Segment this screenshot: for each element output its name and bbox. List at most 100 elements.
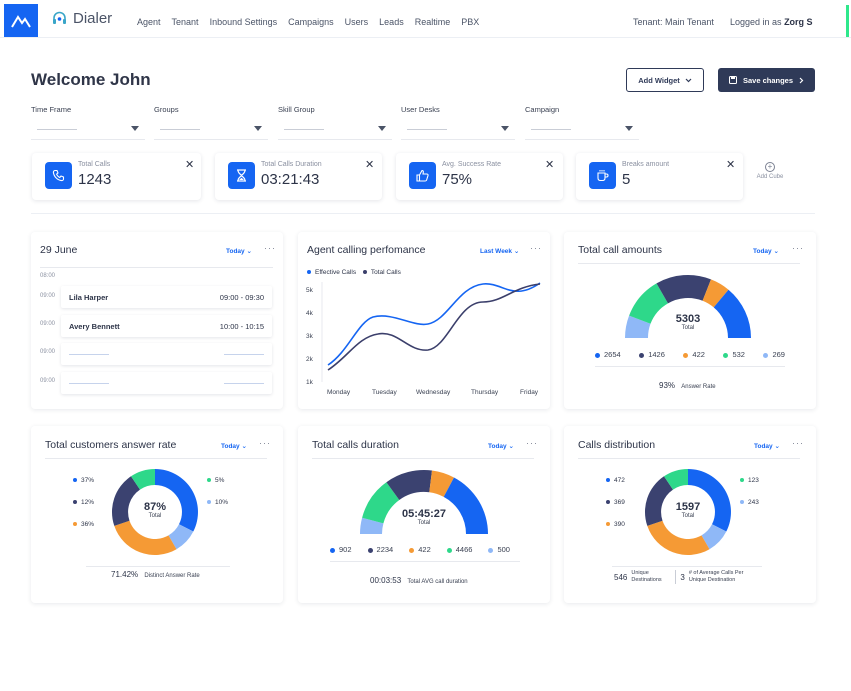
nav-leads[interactable]: Leads (379, 17, 404, 27)
legend-item: 37% (73, 470, 94, 492)
legend-item: 5% (207, 470, 228, 492)
legend-value: 472 (614, 477, 625, 484)
nav-realtime[interactable]: Realtime (414, 17, 451, 27)
caret-down-icon (254, 126, 262, 131)
close-icon[interactable]: ✕ (726, 159, 736, 171)
legend-dot (362, 270, 367, 275)
filter-label-campaign: Campaign (525, 105, 560, 114)
campaign-select[interactable] (525, 118, 639, 140)
legend-item: 472 (606, 470, 625, 492)
filter-label: Today (754, 443, 773, 450)
today-filter[interactable]: Today ⌄ (753, 248, 779, 255)
center-label: Total (417, 520, 431, 526)
logged-in-label[interactable]: Logged in as Zorg S (730, 17, 813, 27)
time-slot: 09:00 (40, 293, 56, 299)
legend-right: 5% 10% (207, 470, 228, 514)
segment-green (629, 283, 668, 324)
y-tick: 2k (306, 356, 314, 363)
thumbs-up-icon (409, 162, 436, 189)
footer-label: # of Average Calls Per Unique Destinatio… (688, 570, 744, 583)
add-widget-label: Add Widget (638, 75, 680, 85)
placeholder-line (224, 354, 264, 355)
cube-label: Avg. Success Rate (442, 161, 502, 168)
segment-blue (443, 477, 488, 534)
card-divider (312, 458, 534, 459)
tenant-label[interactable]: Tenant: Main Tenant (633, 17, 714, 27)
legend-value: 269 (772, 350, 785, 359)
nav-campaigns[interactable]: Campaigns (288, 17, 334, 27)
legend-value: 5% (215, 477, 225, 484)
last-week-filter[interactable]: Last Week ⌄ (480, 248, 520, 255)
nav-users[interactable]: Users (344, 17, 369, 27)
calls-duration-card: Total calls duration Today ⌄ ··· 05:45:2… (298, 426, 550, 603)
legend-label: Total Calls (370, 269, 401, 276)
filter-label-groups: Groups (154, 105, 179, 114)
nav-tenant[interactable]: Tenant (171, 17, 199, 27)
more-options-icon[interactable]: ··· (526, 438, 538, 448)
coffee-cup-icon (589, 162, 616, 189)
phone-icon (45, 162, 72, 189)
time-slot: 09:00 (40, 349, 56, 355)
close-icon[interactable]: ✕ (365, 159, 375, 171)
footer-value: 3 (680, 572, 685, 582)
x-tick: Thursday (471, 389, 499, 396)
close-icon[interactable]: ✕ (185, 159, 195, 171)
user-desks-select[interactable] (401, 118, 515, 140)
schedule-row[interactable]: Avery Bennett 10:00 - 10:15 (61, 315, 272, 337)
add-cube-button[interactable]: + Add Cube (754, 162, 786, 180)
agent-name: Avery Bennett (69, 322, 120, 331)
more-options-icon[interactable]: ··· (530, 243, 542, 253)
footer-label: Answer Rate (681, 384, 716, 390)
nav-inbound-settings[interactable]: Inbound Settings (209, 17, 278, 27)
cube-avg-success-rate[interactable]: Avg. Success Rate 75% ✕ (396, 153, 563, 200)
legend-value: 422 (418, 545, 431, 554)
cube-breaks-amount[interactable]: Breaks amount 5 ✕ (576, 153, 743, 200)
segment-orange (114, 520, 177, 555)
more-options-icon[interactable]: ··· (259, 438, 271, 448)
today-filter[interactable]: Today ⌄ (488, 443, 514, 450)
app-logo-icon[interactable] (4, 4, 38, 37)
save-changes-label: Save changes (742, 75, 794, 85)
donut-center: 1597 Total (665, 501, 711, 519)
groups-select[interactable] (154, 118, 268, 140)
more-options-icon[interactable]: ··· (264, 243, 276, 253)
select-placeholder (160, 129, 200, 130)
donut-center: 5303 Total (663, 313, 713, 331)
schedule-row[interactable]: Lila Harper 09:00 - 09:30 (61, 286, 272, 308)
more-options-icon[interactable]: ··· (792, 243, 804, 253)
cube-value: 5 (622, 171, 631, 188)
legend-item: 2654 (595, 350, 621, 359)
legend-item: Total Calls (362, 269, 401, 276)
center-value: 87% (143, 501, 167, 513)
legend-divider (595, 366, 785, 367)
cube-value: 1243 (78, 171, 112, 188)
legend-item: 12% (73, 492, 94, 514)
today-filter[interactable]: Today ⌄ (754, 443, 780, 450)
time-frame-select[interactable] (31, 118, 145, 140)
filter-label-user-desks: User Desks (401, 105, 440, 114)
add-widget-button[interactable]: Add Widget (626, 68, 704, 92)
center-value: 1597 (675, 501, 701, 513)
schedule-row-empty[interactable] (61, 343, 272, 365)
caret-down-icon (131, 126, 139, 131)
today-filter[interactable]: Today ⌄ (221, 443, 247, 450)
schedule-row-empty[interactable] (61, 372, 272, 394)
cube-total-calls[interactable]: Total Calls 1243 ✕ (32, 153, 201, 200)
add-cube-label: Add Cube (756, 174, 784, 180)
save-changes-button[interactable]: Save changes (718, 68, 815, 92)
close-icon[interactable]: ✕ (545, 159, 555, 171)
legend-value: 1426 (648, 350, 665, 359)
chevron-down-icon (685, 78, 692, 82)
time-slot: 09:00 (40, 378, 56, 384)
segment-blue (688, 469, 731, 532)
skill-group-select[interactable] (278, 118, 392, 140)
legend-value: 123 (748, 477, 759, 484)
today-filter[interactable]: Today ⌄ (226, 248, 252, 255)
cube-total-calls-duration[interactable]: Total Calls Duration 03:21:43 ✕ (215, 153, 382, 200)
cube-label: Breaks amount (622, 161, 670, 168)
time-range: 10:00 - 10:15 (219, 322, 264, 331)
nav-pbx[interactable]: PBX (461, 17, 480, 27)
nav-agent[interactable]: Agent (137, 17, 161, 27)
brand[interactable]: Dialer (51, 10, 112, 27)
more-options-icon[interactable]: ··· (792, 438, 804, 448)
